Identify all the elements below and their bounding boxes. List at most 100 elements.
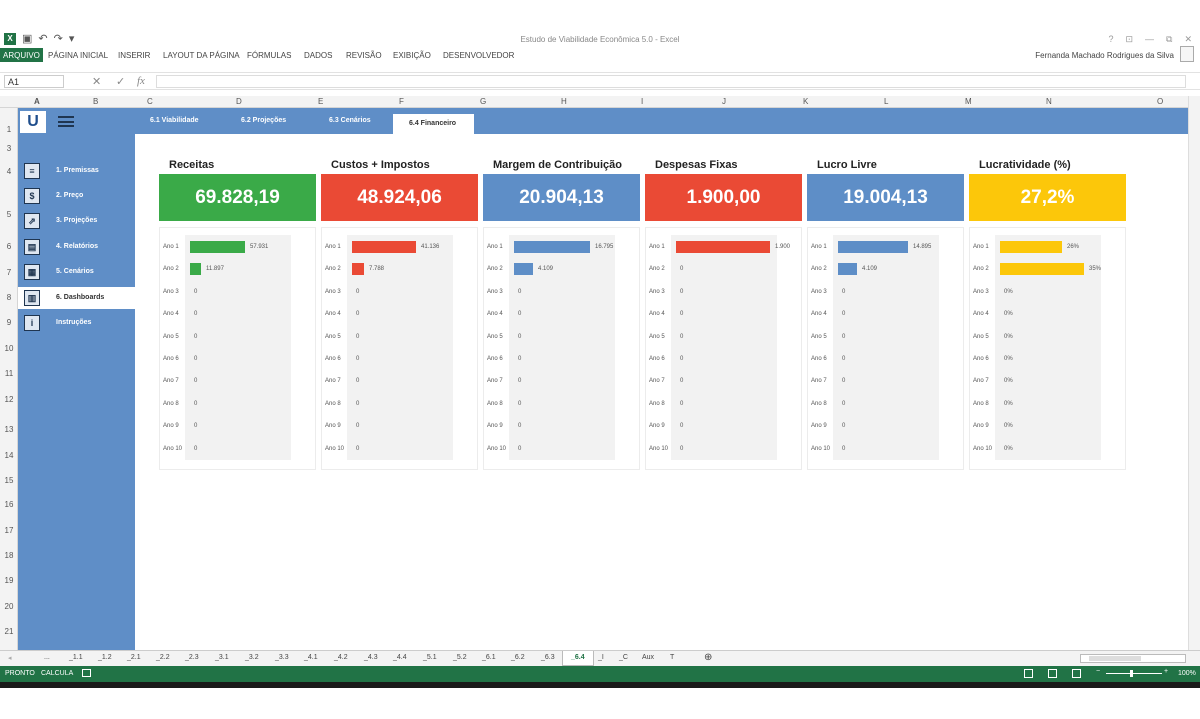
- row-header-21[interactable]: 21: [4, 627, 14, 636]
- sheet-tab-43[interactable]: _4.3: [364, 654, 378, 661]
- row-header-13[interactable]: 13: [4, 425, 14, 434]
- sheet-tab-62[interactable]: _6.2: [511, 654, 525, 661]
- tab-6-1[interactable]: 6.1 Viabilidade: [150, 117, 199, 124]
- sheet-tab-12[interactable]: _1.2: [98, 654, 112, 661]
- row-header-12[interactable]: 12: [4, 395, 14, 404]
- ribbon-tab-revis-o[interactable]: REVISÃO: [346, 51, 382, 60]
- row-header-14[interactable]: 14: [4, 451, 14, 460]
- column-header-f[interactable]: F: [399, 97, 404, 106]
- zoom-out-icon[interactable]: −: [1096, 668, 1101, 675]
- column-header-h[interactable]: H: [561, 97, 567, 106]
- row-header-17[interactable]: 17: [4, 526, 14, 535]
- zoom-slider[interactable]: [1106, 673, 1162, 674]
- hamburger-menu-icon[interactable]: [58, 116, 74, 127]
- window-button-3[interactable]: ⧉: [1166, 34, 1173, 44]
- sidebar-item-4[interactable]: ▤ 4. Relatórios: [18, 236, 135, 258]
- window-button-2[interactable]: —: [1145, 34, 1155, 44]
- row-header-16[interactable]: 16: [4, 500, 14, 509]
- column-header-d[interactable]: D: [236, 97, 242, 106]
- save-icon[interactable]: ▣: [22, 33, 33, 45]
- page-break-view-icon[interactable]: [1072, 669, 1081, 678]
- row-header-7[interactable]: 7: [6, 268, 12, 277]
- row-header-8[interactable]: 8: [6, 293, 12, 302]
- sheet-tab-11[interactable]: _1.1: [69, 654, 83, 661]
- sidebar-item-6[interactable]: ▥ 6. Dashboards: [18, 287, 135, 309]
- sidebar-item-7[interactable]: i Instruções: [18, 312, 135, 334]
- ribbon-tab-dados[interactable]: DADOS: [304, 51, 333, 60]
- zoom-level[interactable]: 100%: [1178, 670, 1196, 677]
- column-header-g[interactable]: G: [480, 97, 487, 106]
- normal-view-icon[interactable]: [1024, 669, 1033, 678]
- row-header-3[interactable]: 3: [6, 144, 12, 153]
- sheet-tab-c[interactable]: _C: [619, 654, 628, 661]
- horizontal-scrollbar[interactable]: [1080, 654, 1186, 663]
- row-header-19[interactable]: 19: [4, 576, 14, 585]
- enter-icon[interactable]: ✓: [116, 76, 126, 88]
- column-header-l[interactable]: L: [884, 97, 889, 106]
- formula-input[interactable]: [156, 75, 1186, 88]
- ribbon-tab-p-gina-inicial[interactable]: PÁGINA INICIAL: [48, 51, 109, 60]
- sheet-tab-52[interactable]: _5.2: [453, 654, 467, 661]
- status-calculate[interactable]: CALCULA: [41, 670, 74, 677]
- ribbon-tab-inserir[interactable]: INSERIR: [118, 51, 151, 60]
- ribbon-tab-f-rmulas[interactable]: FÓRMULAS: [247, 51, 292, 60]
- row-header-5[interactable]: 5: [6, 210, 12, 219]
- sheet-tab-51[interactable]: _5.1: [423, 654, 437, 661]
- column-header-i[interactable]: I: [641, 97, 644, 106]
- window-button-0[interactable]: ?: [1108, 34, 1114, 44]
- column-header-a[interactable]: A: [34, 97, 40, 106]
- tab-6-2[interactable]: 6.2 Projeções: [241, 117, 287, 124]
- ribbon-tab-exibi-o[interactable]: EXIBIÇÃO: [393, 51, 431, 60]
- sheet-tab-31[interactable]: _3.1: [215, 654, 229, 661]
- sheet-tab-44[interactable]: _4.4: [393, 654, 407, 661]
- macro-record-icon[interactable]: [82, 669, 91, 677]
- sidebar-item-2[interactable]: $2. Preço: [18, 185, 135, 207]
- sheet-tab-[interactable]: ...: [44, 654, 50, 661]
- sheet-tab-64[interactable]: _6.4: [562, 651, 594, 666]
- sheet-tab-23[interactable]: _2.3: [185, 654, 199, 661]
- vertical-scrollbar[interactable]: [1188, 96, 1200, 650]
- sheet-tab-22[interactable]: _2.2: [156, 654, 170, 661]
- sheet-tab-21[interactable]: _2.1: [127, 654, 141, 661]
- customize-toolbar-icon[interactable]: ▾: [68, 33, 75, 45]
- sheet-tab-33[interactable]: _3.3: [275, 654, 289, 661]
- window-button-4[interactable]: ✕: [1184, 34, 1192, 44]
- zoom-in-icon[interactable]: +: [1164, 668, 1169, 675]
- sidebar-item-3[interactable]: ⇗ 3. Projeções: [18, 210, 135, 232]
- sidebar-item-5[interactable]: ▦ 5. Cenários: [18, 261, 135, 283]
- tab-6-3[interactable]: 6.3 Cenários: [329, 117, 371, 124]
- ribbon-tab-desenvolvedor[interactable]: DESENVOLVEDOR: [443, 51, 515, 60]
- tab-scroll-left-icon[interactable]: ◂: [8, 655, 12, 662]
- row-header-11[interactable]: 11: [4, 369, 14, 378]
- row-header-4[interactable]: 4: [6, 167, 12, 176]
- column-header-m[interactable]: M: [965, 97, 972, 106]
- window-button-1[interactable]: ⊡: [1125, 34, 1134, 44]
- sheet-tab-i[interactable]: _I: [598, 654, 604, 661]
- row-header-6[interactable]: 6: [6, 242, 12, 251]
- sheet-tab-41[interactable]: _4.1: [304, 654, 318, 661]
- name-box[interactable]: A1: [4, 75, 64, 88]
- sheet-tab-63[interactable]: _6.3: [541, 654, 555, 661]
- sheet-tab-aux[interactable]: Aux: [642, 654, 655, 661]
- sheet-tab-t[interactable]: T: [670, 654, 675, 661]
- sheet-tab-42[interactable]: _4.2: [334, 654, 348, 661]
- sheet-tab-32[interactable]: _3.2: [245, 654, 259, 661]
- row-header-1[interactable]: 1: [6, 125, 12, 134]
- avatar[interactable]: [1180, 46, 1194, 62]
- sheet-tab-61[interactable]: _6.1: [482, 654, 496, 661]
- sidebar-item-1[interactable]: ≡ 1. Premissas: [18, 160, 135, 182]
- page-layout-view-icon[interactable]: [1048, 669, 1057, 678]
- tab-6-4[interactable]: 6.4 Financeiro: [393, 114, 474, 134]
- redo-icon[interactable]: ↷: [53, 33, 63, 45]
- row-header-15[interactable]: 15: [4, 476, 14, 485]
- ribbon-tab-arquivo[interactable]: ARQUIVO: [0, 48, 43, 62]
- cancel-icon[interactable]: ✕: [92, 76, 102, 88]
- new-sheet-icon[interactable]: ⊕: [704, 652, 713, 663]
- column-header-n[interactable]: N: [1046, 97, 1052, 106]
- zoom-slider-handle[interactable]: [1130, 670, 1133, 677]
- row-header-20[interactable]: 20: [4, 602, 14, 611]
- column-header-o[interactable]: O: [1157, 97, 1164, 106]
- undo-icon[interactable]: ↶: [38, 33, 48, 45]
- function-icon[interactable]: fx: [137, 75, 145, 87]
- row-header-9[interactable]: 9: [6, 318, 12, 327]
